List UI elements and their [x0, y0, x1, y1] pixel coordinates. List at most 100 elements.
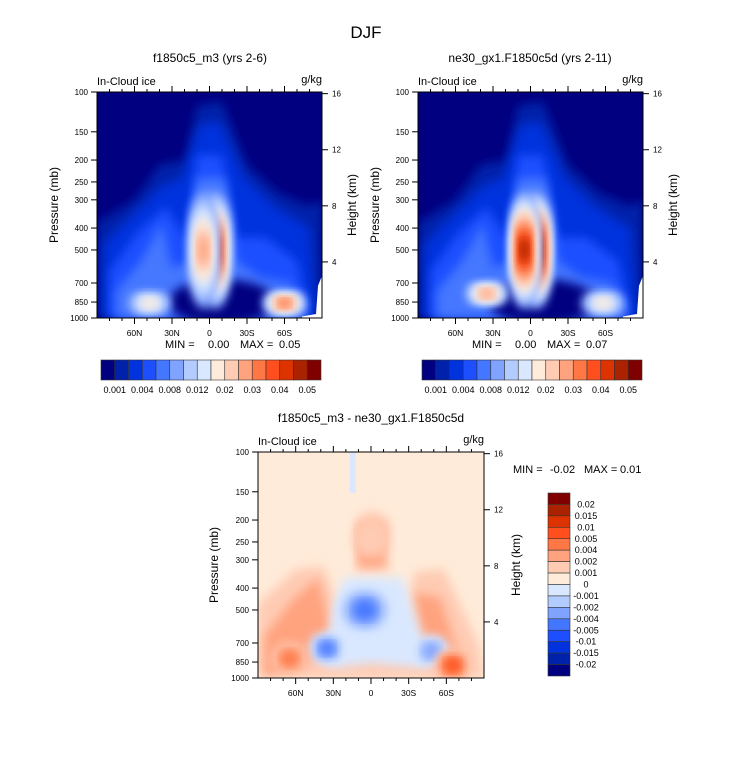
max-value: 0.07 — [586, 339, 607, 351]
y-tick-label: 100 — [396, 88, 410, 97]
colorbar-label: 0.001 — [424, 385, 447, 395]
colorbar-swatch — [547, 538, 571, 551]
colorbar-label: -0.02 — [576, 660, 597, 670]
colorbar-swatch — [627, 359, 643, 381]
y-tick-label: 300 — [75, 196, 89, 205]
colorbar-swatch — [586, 359, 602, 381]
max-label: MAX = — [584, 464, 617, 476]
colorbar-swatch — [517, 359, 533, 381]
colorbar-label: 0.005 — [575, 534, 598, 544]
y2-tick-label: 8 — [494, 562, 499, 571]
colorbar-swatch — [572, 359, 588, 381]
data-peak — [280, 650, 299, 667]
data-peak — [353, 517, 389, 558]
y-tick-label: 500 — [236, 606, 250, 615]
max-value: 0.01 — [620, 464, 641, 476]
min-label: MIN = — [165, 339, 195, 351]
colorbar-swatch — [547, 664, 571, 677]
colorbar-swatch — [614, 359, 629, 381]
colorbar-swatch — [547, 607, 571, 620]
colorbar-swatch — [183, 359, 198, 381]
colorbar-swatch — [155, 359, 171, 381]
y-axis-label: Pressure (mb) — [47, 167, 61, 243]
y-tick-label: 250 — [236, 538, 250, 547]
colorbar-swatch — [251, 359, 267, 381]
axes: 60N 30N 0 30S 60S 100 150 200 250 300 400 500 700 850… — [391, 86, 662, 338]
data-peak — [353, 600, 376, 620]
x-tick-label: 30N — [326, 688, 342, 698]
colorbar-label: 0.002 — [575, 557, 598, 567]
axes: 60N 30N 0 30S 60S 100 150 200 250 300 400 500 700 850… — [70, 86, 341, 338]
colorbar-label: -0.002 — [573, 602, 599, 612]
y-tick-label: 700 — [396, 279, 410, 288]
colorbar-label: 0.05 — [619, 385, 637, 395]
colorbar-swatch — [128, 359, 143, 381]
y-tick-label: 100 — [75, 88, 89, 97]
y-tick-label: 150 — [236, 488, 250, 497]
data-peak — [445, 658, 460, 673]
x-tick-label: 30N — [485, 328, 501, 338]
y-tick-label: 1000 — [391, 314, 409, 323]
colorbar-label: 0.012 — [507, 385, 530, 395]
y-tick-label: 150 — [396, 128, 410, 137]
x-tick-label: 30S — [239, 328, 254, 338]
panel-title: f1850c5_m3 - ne30_gx1.F1850c5d — [278, 411, 464, 425]
colorbar-swatch — [449, 359, 464, 381]
y-tick-label: 400 — [396, 224, 410, 233]
colorbar-label: -0.005 — [573, 625, 599, 635]
data-peak — [198, 234, 209, 266]
colorbar-swatch — [531, 359, 547, 381]
colorbar-swatch — [224, 359, 239, 381]
contour-field — [418, 92, 643, 318]
min-max-readout: MIN = -0.02 MAX = 0.01 — [513, 464, 641, 476]
y2-tick-label: 12 — [494, 506, 503, 515]
colorbar-label: 0.004 — [131, 385, 154, 395]
contour-field — [258, 452, 484, 678]
y2-tick-label: 16 — [332, 90, 341, 99]
colorbar-swatch — [547, 549, 571, 562]
colorbar-label: 0.004 — [575, 545, 598, 555]
y2-tick-label: 16 — [653, 90, 662, 99]
colorbar-label: 0.04 — [271, 385, 289, 395]
missing-data-region — [302, 275, 322, 318]
axes: 60N 30N 0 30S 60S 100 150 200 250 300 400 500 700 850… — [231, 446, 503, 698]
colorbar-swatch — [547, 629, 571, 642]
colorbar-swatch — [279, 359, 294, 381]
y2-tick-label: 8 — [332, 202, 337, 211]
max-value: 0.05 — [279, 339, 300, 351]
y-tick-label: 300 — [236, 556, 250, 565]
data-peak — [422, 643, 441, 660]
min-value: -0.02 — [550, 464, 575, 476]
x-tick-label: 0 — [207, 328, 212, 338]
colorbar-label: 0.02 — [216, 385, 234, 395]
y-tick-label: 1000 — [70, 314, 88, 323]
x-tick-label: 30N — [164, 328, 180, 338]
y-tick-label: 400 — [236, 584, 250, 593]
colorbar-swatch — [547, 572, 571, 585]
colorbar-swatch — [504, 359, 519, 381]
y-tick-label: 200 — [75, 156, 89, 165]
contour-band — [349, 452, 356, 493]
data-peak — [520, 239, 529, 261]
y-tick-label: 200 — [396, 156, 410, 165]
y-tick-label: 100 — [236, 448, 250, 457]
y-tick-label: 200 — [236, 516, 250, 525]
colorbar-swatch — [169, 359, 184, 381]
colorbar-swatch — [547, 641, 571, 654]
contour-field — [97, 92, 322, 318]
colorbar-label: -0.004 — [573, 614, 599, 624]
colorbar-swatch — [306, 359, 322, 381]
y-tick-label: 850 — [75, 298, 89, 307]
max-label: MAX = — [547, 339, 580, 351]
data-peak — [140, 297, 159, 309]
colorbar-swatch — [141, 359, 157, 381]
colorbar-swatch — [265, 359, 281, 381]
colorbar-swatch — [547, 652, 571, 665]
min-label: MIN = — [472, 339, 502, 351]
x-tick-label: 30S — [560, 328, 575, 338]
y2-axis-label: Height (km) — [666, 174, 680, 236]
colorbar-swatch — [490, 359, 505, 381]
colorbar-label: 0.008 — [158, 385, 181, 395]
y-tick-label: 500 — [396, 246, 410, 255]
colorbar-label: -0.015 — [573, 648, 599, 658]
